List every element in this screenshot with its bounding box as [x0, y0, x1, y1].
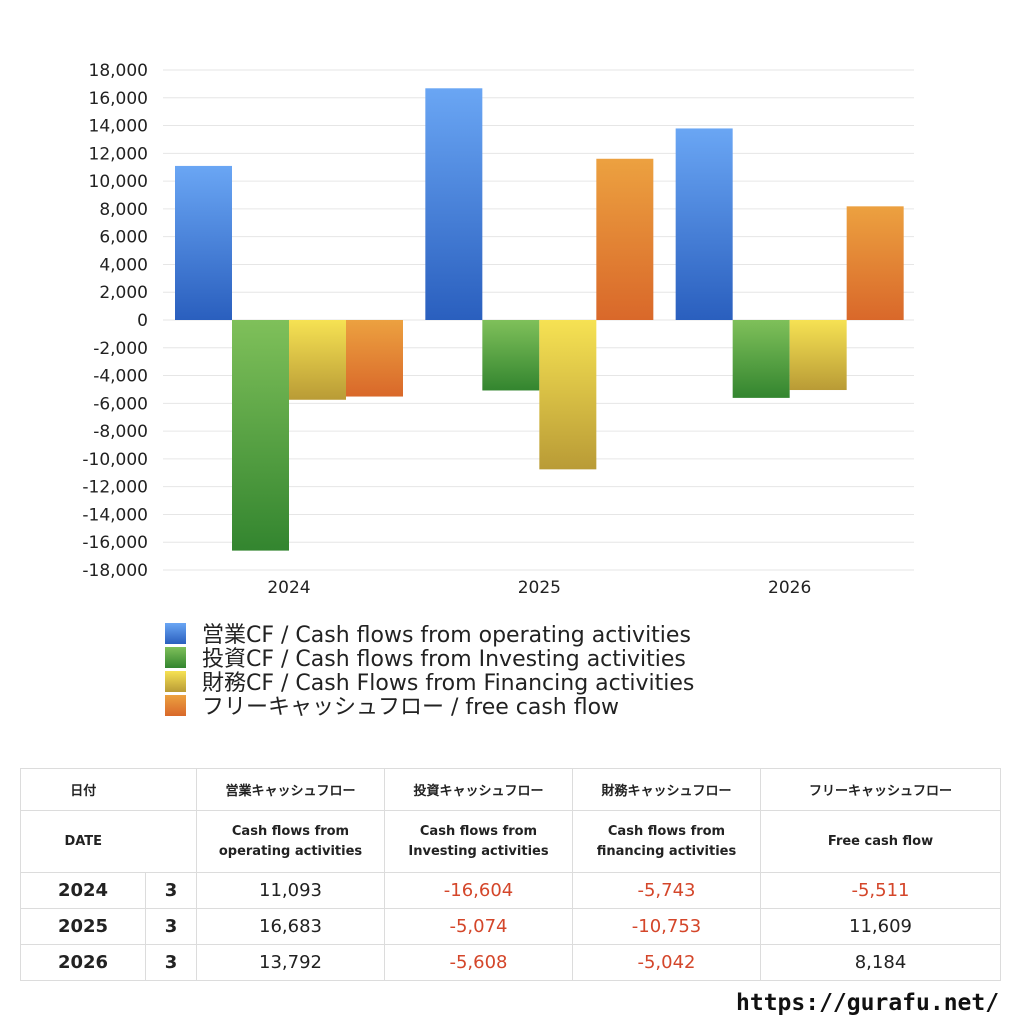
y-tick-label: 8,000 [99, 200, 148, 220]
y-tick-label: 10,000 [89, 172, 148, 192]
table-row: 2025 3 16,683 -5,074 -10,753 11,609 [20, 908, 1001, 945]
header-date-jp: 日付 [20, 768, 146, 811]
y-tick-label: -14,000 [82, 505, 148, 525]
table-row: 2026 3 13,792 -5,608 -5,042 8,184 [20, 944, 1001, 981]
bar-2026-series-2 [789, 320, 847, 391]
legend-swatch [165, 694, 186, 716]
legend-item-free: フリーキャッシュフロー / free cash flow [165, 693, 694, 720]
row-year: 2024 [20, 872, 146, 909]
bar-2024-series-3 [346, 320, 403, 397]
legend-label: 投資CF / Cash flows from Investing activit… [202, 647, 686, 672]
bar-2024-series-0 [175, 165, 232, 320]
header-investing-jp: 投資キャッシュフロー [384, 768, 573, 811]
header-investing-en: Cash flows from Investing activities [384, 810, 573, 873]
y-tick-label: 0 [137, 311, 148, 331]
bar-2026-series-1 [732, 320, 790, 398]
header-spacer [145, 768, 197, 811]
legend-swatch [165, 622, 186, 644]
y-tick-label: -10,000 [82, 450, 148, 470]
y-tick-label: -2,000 [93, 339, 148, 359]
header-financing-jp: 財務キャッシュフロー [572, 768, 761, 811]
cell-investing: -16,604 [384, 872, 573, 909]
legend-swatch [165, 646, 186, 668]
cell-financing: -5,042 [572, 944, 761, 981]
bar-2026-series-3 [846, 206, 904, 320]
y-tick-label: 14,000 [89, 117, 148, 137]
header-operating-jp: 営業キャッシュフロー [196, 768, 385, 811]
header-financing-en: Cash flows from financing activities [572, 810, 761, 873]
legend-swatch [165, 670, 186, 692]
header-free-en: Free cash flow [760, 810, 1001, 873]
y-tick-label: 6,000 [99, 228, 148, 248]
legend-item-investing: 投資CF / Cash flows from Investing activit… [165, 645, 694, 672]
row-year: 2025 [20, 908, 146, 945]
cell-investing: -5,608 [384, 944, 573, 981]
bar-2025-series-1 [482, 320, 540, 391]
table-row: 2024 3 11,093 -16,604 -5,743 -5,511 [20, 872, 1001, 909]
y-tick-label: 4,000 [99, 255, 148, 275]
y-axis: 18,000 16,000 14,000 12,000 10,000 8,000 6,000… [82, 61, 148, 581]
x-tick-label: 2026 [768, 578, 811, 598]
row-year: 2026 [20, 944, 146, 981]
y-tick-label: 2,000 [99, 283, 148, 303]
header-operating-en: Cash flows from operating activities [196, 810, 385, 873]
bars [175, 88, 904, 551]
cell-free: -5,511 [760, 872, 1001, 909]
legend-label: 営業CF / Cash flows from operating activit… [202, 623, 691, 648]
table-header-jp: 日付 営業キャッシュフロー 投資キャッシュフロー 財務キャッシュフロー フリーキ… [20, 768, 1001, 811]
cell-operating: 16,683 [196, 908, 385, 945]
bar-2025-series-2 [539, 320, 597, 470]
y-tick-label: -16,000 [82, 533, 148, 553]
cell-free: 11,609 [760, 908, 1001, 945]
cell-free: 8,184 [760, 944, 1001, 981]
y-tick-label: 18,000 [89, 61, 148, 81]
cell-operating: 13,792 [196, 944, 385, 981]
header-spacer [145, 810, 197, 873]
bar-2024-series-1 [232, 320, 289, 551]
header-date-en: DATE [20, 810, 146, 873]
bar-2025-series-0 [425, 88, 483, 321]
y-tick-label: -8,000 [93, 422, 148, 442]
table-header-en: DATE Cash flows from operating activities… [20, 810, 1001, 873]
y-tick-label: -4,000 [93, 367, 148, 387]
cell-operating: 11,093 [196, 872, 385, 909]
site-url[interactable]: https://gurafu.net/ [736, 990, 1000, 1016]
row-month: 3 [145, 944, 197, 981]
y-tick-label: -6,000 [93, 394, 148, 414]
bar-2024-series-2 [289, 320, 346, 400]
y-tick-label: 12,000 [89, 144, 148, 164]
x-tick-label: 2025 [518, 578, 561, 598]
bar-2025-series-3 [596, 158, 654, 320]
y-tick-label: -12,000 [82, 478, 148, 498]
legend-label: フリーキャッシュフロー / free cash flow [202, 695, 620, 720]
legend-item-financing: 財務CF / Cash Flows from Financing activit… [165, 669, 694, 696]
legend-label: 財務CF / Cash Flows from Financing activit… [202, 671, 695, 696]
cash-flow-table: 日付 営業キャッシュフロー 投資キャッシュフロー 財務キャッシュフロー フリーキ… [20, 768, 1001, 981]
legend: 営業CF / Cash flows from operating activit… [165, 621, 694, 720]
legend-item-operating: 営業CF / Cash flows from operating activit… [165, 621, 694, 648]
row-month: 3 [145, 908, 197, 945]
cell-investing: -5,074 [384, 908, 573, 945]
y-tick-label: -18,000 [82, 561, 148, 581]
row-month: 3 [145, 872, 197, 909]
x-axis: 2024 2025 2026 [267, 578, 811, 598]
y-tick-label: 16,000 [89, 89, 148, 109]
x-tick-label: 2024 [267, 578, 310, 598]
cell-financing: -5,743 [572, 872, 761, 909]
bar-2026-series-0 [675, 128, 733, 320]
cash-flow-bar-chart: 18,000 16,000 14,000 12,000 10,000 8,000 6,000… [82, 61, 914, 598]
header-free-jp: フリーキャッシュフロー [760, 768, 1001, 811]
cell-financing: -10,753 [572, 908, 761, 945]
